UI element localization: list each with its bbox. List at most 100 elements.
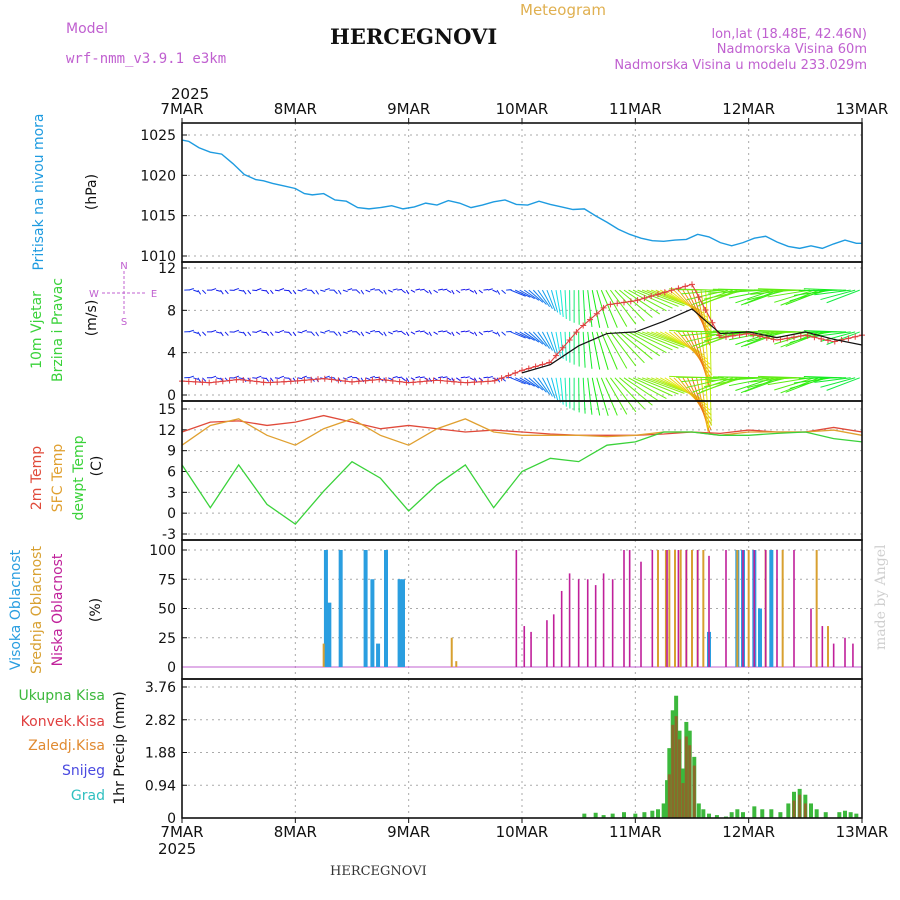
wind-barb (256, 375, 262, 379)
cloud-mid-bar (747, 550, 750, 667)
wind-barb (188, 375, 194, 379)
gust-marker (478, 378, 485, 385)
cloud-low-bar (764, 550, 767, 667)
wind-barb (383, 289, 387, 295)
precip-convective-bar (792, 800, 796, 818)
wind-barb (369, 375, 376, 379)
wind-barb (301, 287, 307, 291)
cloud-low-bar (515, 550, 518, 667)
wind-barb (700, 331, 709, 385)
precip-total-bar (752, 806, 757, 818)
gust-marker (797, 332, 804, 339)
wind-barb (582, 331, 586, 368)
gust-marker (253, 378, 260, 385)
wind-barb (496, 331, 501, 337)
wind-barb (582, 290, 586, 326)
wind-barb (537, 377, 551, 395)
gust-marker (287, 378, 294, 385)
wind-barb (238, 331, 244, 334)
wind-barb (202, 289, 207, 295)
wind-barb (378, 289, 384, 294)
wind-barb (279, 375, 285, 379)
cloud-mid-bar (691, 550, 693, 667)
frame-layer (181, 122, 863, 819)
dewpt-line (181, 431, 863, 526)
wind-barb (347, 288, 353, 291)
wind-barb (224, 331, 229, 336)
cloud-mid-bar (736, 550, 739, 667)
cloud-mid-bar (674, 550, 676, 667)
gust-marker (396, 378, 403, 385)
wind-barb (519, 377, 535, 387)
wind-barb (297, 289, 303, 292)
y-tick-label: 6 (167, 465, 176, 481)
cloud-mid-bar (781, 550, 784, 667)
wind-barb (360, 331, 365, 337)
wind-barb (550, 289, 559, 313)
cloud-mid-bar (450, 637, 453, 667)
wind-barb (514, 377, 531, 386)
wind-barb (310, 331, 315, 336)
pressure-line (181, 139, 862, 250)
wind-barb (582, 377, 586, 414)
wind-barbs (184, 287, 860, 434)
y-tick-label: 1.88 (145, 746, 176, 762)
precip-total-bar (714, 815, 719, 818)
wind-barb (619, 331, 653, 360)
credit-label: made by Angel (873, 544, 889, 650)
wind-barb (578, 377, 580, 413)
wind-barb (707, 377, 751, 382)
gust-marker (233, 376, 240, 383)
wind-barb (274, 377, 280, 379)
wind-barb (555, 377, 561, 403)
cloud-mid-bar (679, 550, 682, 667)
wind-barb (270, 289, 274, 295)
gust-marker (587, 316, 593, 323)
cloud-low-bar (640, 561, 642, 667)
precip-total-bar (769, 809, 774, 818)
cloud-low-bar (810, 608, 812, 667)
wind-barb (433, 289, 438, 294)
wind-barb (261, 331, 267, 334)
wind-barb (442, 330, 448, 333)
wind-barb (555, 290, 561, 315)
precip-total-bar (665, 780, 670, 818)
wind-barb (215, 377, 221, 380)
wind-barb (347, 329, 353, 333)
y-tick-label: 8 (167, 303, 176, 319)
y-tick-label: 1015 (140, 209, 176, 225)
wind-barb (465, 330, 470, 333)
cloud-mid-bar (455, 661, 458, 667)
cloud-low-bar (832, 643, 835, 667)
cloud-mid-title: Srednja Oblacnost (29, 546, 45, 674)
cloud-mid-bar (827, 626, 829, 667)
wind-barb (261, 289, 267, 292)
wind-barb (469, 289, 475, 293)
precip-convective-bar (803, 803, 807, 818)
wind-barb (609, 331, 637, 367)
cloud-low-bar (844, 637, 846, 667)
wind-barb (614, 377, 645, 410)
wind-barb (256, 288, 262, 291)
altitude-label: Nadmorska Visina 60m (717, 42, 867, 57)
wind-barb (188, 329, 194, 333)
y-tick-label: 0.94 (145, 778, 176, 794)
gust-marker (593, 310, 600, 317)
wind-barb (220, 289, 224, 295)
wind-barb (247, 331, 252, 337)
wind-barb (757, 375, 801, 379)
cloud-low-bar (568, 573, 571, 667)
precip-total-bar (854, 813, 859, 818)
gust-marker (682, 283, 689, 290)
y-tick-label: 15 (158, 402, 176, 418)
wind-barb (215, 331, 221, 334)
wind-barb (265, 331, 270, 336)
wind-barb (564, 377, 567, 407)
wind-barb (757, 288, 801, 291)
wind-barb (215, 289, 221, 292)
wind-barb (410, 377, 416, 381)
gust-marker (294, 377, 301, 384)
wind-barb (324, 329, 330, 333)
wind-barb (242, 289, 247, 295)
precip-total-bar (650, 810, 655, 818)
